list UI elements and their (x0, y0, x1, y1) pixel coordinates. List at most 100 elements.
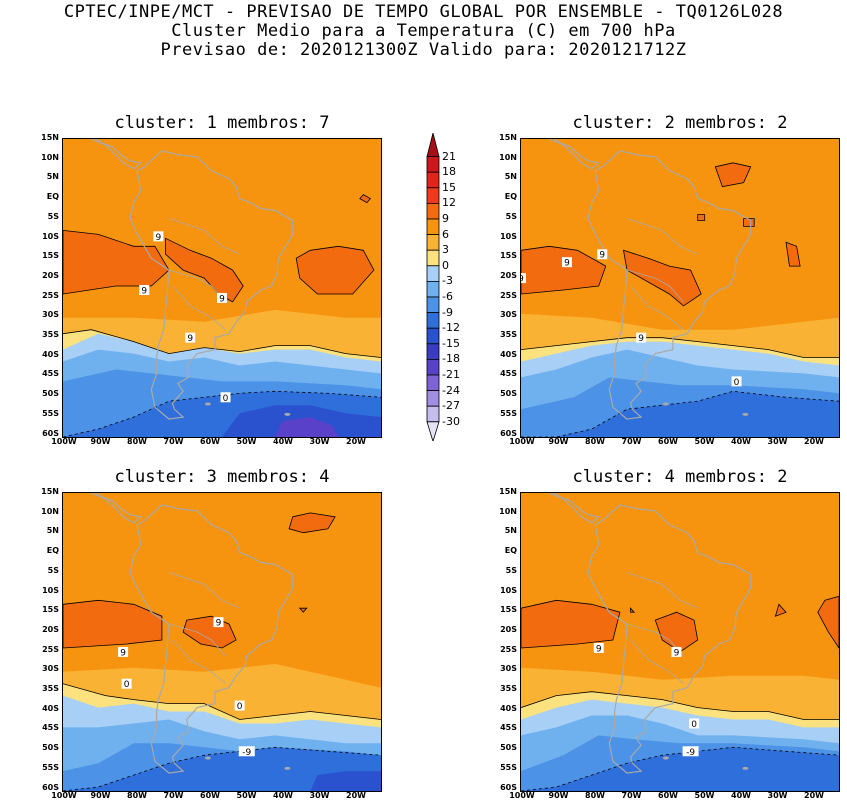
lat-tick-label: 55S (500, 408, 517, 418)
svg-text:9: 9 (596, 644, 602, 654)
warm-region-9 (359, 194, 372, 204)
colorbar-swatch (426, 156, 440, 173)
colorbar-swatch (426, 203, 440, 220)
lat-tick-label: 40S (42, 703, 59, 713)
lat-tick-label: 45S (42, 723, 59, 733)
warm-region-9 (165, 237, 244, 303)
warm-region-9 (630, 607, 635, 613)
svg-text:9: 9 (521, 275, 524, 285)
lat-tick-label: 50S (42, 389, 59, 399)
contour-minus9 (521, 746, 839, 791)
colorbar-label: 15 (442, 180, 456, 194)
lon-tick-label: 70W (163, 791, 184, 800)
lat-tick-label: 50S (500, 389, 517, 399)
central-america-coastline (89, 493, 143, 524)
lon-tick-label: 50W (694, 437, 715, 446)
panel-1-title: cluster: 1 membros: 7 (114, 113, 330, 133)
lat-tick-label: 25S (42, 290, 59, 300)
lon-tick-label: 100W (51, 437, 77, 446)
lat-tick-label: 20S (42, 624, 59, 634)
lon-tick-label: 80W (127, 437, 147, 446)
lon-tick-label: 40W (273, 437, 293, 446)
lon-tick-label: 60W (658, 437, 678, 446)
svg-text:9: 9 (216, 619, 222, 629)
warm-region-9 (817, 595, 839, 649)
lat-tick-label: 5S (47, 565, 59, 575)
colorbar-swatch (426, 265, 440, 282)
colorbar-swatches (426, 132, 440, 443)
country-border (630, 285, 684, 331)
lon-tick-label: 50W (236, 437, 257, 446)
panel-4-title: cluster: 4 membros: 2 (572, 467, 788, 487)
lat-tick-label: 10N (41, 506, 59, 516)
lat-tick-label: 10S (42, 231, 59, 241)
lat-tick-label: 60S (42, 428, 59, 438)
lon-tick-label: 40W (731, 437, 751, 446)
lon-tick-label: 20W (804, 791, 824, 800)
colorbar-swatch (426, 327, 440, 345)
lat-tick-label: 5N (46, 172, 59, 182)
warm-region-9 (295, 245, 375, 295)
lat-tick-label: 50S (500, 743, 517, 753)
svg-text:9: 9 (120, 648, 126, 658)
lon-tick-label: 50W (236, 791, 257, 800)
lon-tick-label: 30W (309, 437, 330, 446)
lat-tick-label: 30S (42, 664, 59, 674)
country-border (626, 269, 684, 303)
temperature-map: 9 9 9 9 0 (63, 139, 381, 437)
panel-3-title: cluster: 3 membros: 4 (114, 467, 330, 487)
south-america-coastline (587, 150, 752, 420)
lat-tick-label: 15N (41, 487, 59, 496)
svg-text:0: 0 (691, 720, 697, 730)
lat-tick-label: 30S (500, 310, 517, 320)
colorbar-label: 12 (442, 196, 456, 210)
temperature-map: 9 9 0 0 -9 (63, 493, 381, 791)
contour-label: 0 (220, 392, 231, 404)
lat-tick-label: EQ (504, 192, 517, 202)
country-border (168, 218, 240, 255)
warm-region-9 (714, 162, 752, 188)
contour-label: 0 (689, 718, 700, 730)
contour-minus9 (63, 746, 381, 791)
contour-label: 9 (521, 273, 526, 285)
lon-tick-label: 90W (90, 437, 111, 446)
lat-tick-label: 25S (42, 644, 59, 654)
colorbar-label: -18 (442, 352, 460, 366)
contour-label: 9 (139, 284, 150, 296)
colorbar-swatch (426, 405, 440, 423)
lon-tick-label: 30W (767, 437, 788, 446)
panel-2-title: cluster: 2 membros: 2 (572, 113, 788, 133)
lon-tick-label: 50W (694, 791, 715, 800)
lat-tick-label: 45S (42, 369, 59, 379)
lon-tick-label: 20W (346, 791, 366, 800)
colorbar-label: 3 (442, 243, 449, 257)
colorbar-swatch (426, 171, 440, 189)
svg-text:9: 9 (141, 286, 147, 296)
contour-label: 9 (597, 249, 608, 261)
warm-region-9 (774, 603, 787, 617)
contour-label: 9 (217, 292, 227, 304)
lat-tick-label: 35S (500, 330, 517, 339)
svg-text:0: 0 (223, 394, 229, 404)
contour-label: 9 (213, 617, 224, 629)
lon-tick-label: 30W (309, 791, 330, 800)
colorbar-label: -3 (442, 274, 453, 288)
colorbar-swatch (426, 312, 440, 329)
lat-tick-label: 10N (499, 152, 517, 162)
contour-label: 0 (121, 678, 132, 690)
lat-tick-label: 25S (500, 644, 517, 654)
island (204, 402, 211, 406)
country-border (172, 639, 226, 685)
lon-tick-label: 70W (621, 791, 642, 800)
colorbar-swatch (426, 249, 440, 267)
colorbar-label: 21 (442, 149, 456, 163)
island (284, 412, 291, 416)
warm-region-9 (785, 241, 801, 267)
lat-tick-label: 50S (42, 743, 59, 753)
colorbar-label: -21 (442, 368, 460, 381)
lat-tick-label: 45S (500, 369, 517, 379)
lat-tick-label: 60S (500, 782, 517, 792)
colorbar-label: 6 (442, 227, 449, 241)
colorbar-swatch (426, 296, 440, 314)
contour-label: 9 (153, 231, 164, 243)
